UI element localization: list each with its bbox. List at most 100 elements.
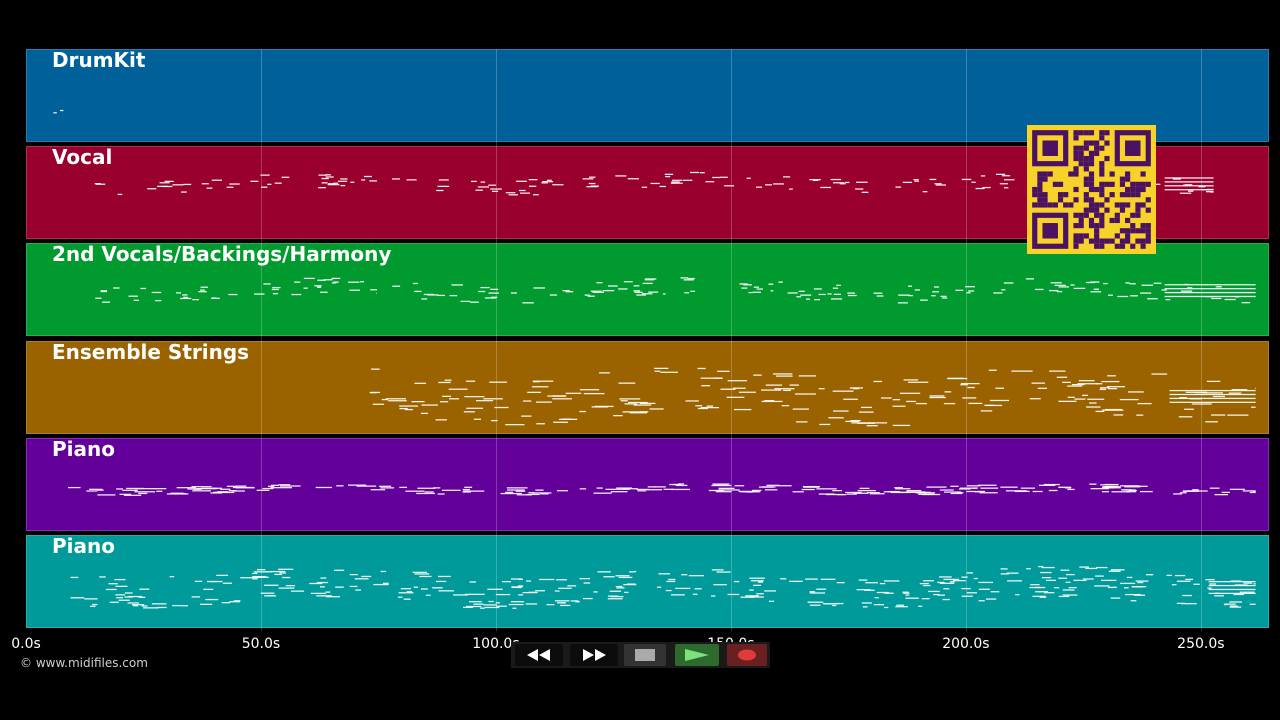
qr-module (1047, 202, 1053, 208)
play-button[interactable] (675, 644, 719, 666)
note-mark (1032, 595, 1046, 597)
note-mark (746, 491, 753, 493)
fast-forward-button[interactable] (570, 644, 618, 666)
stop-button[interactable] (624, 644, 666, 666)
note-mark (1205, 420, 1218, 423)
note-mark (680, 277, 689, 279)
note-mark (252, 578, 258, 580)
note-mark (895, 606, 908, 608)
note-mark (1164, 181, 1214, 183)
track-drumkit[interactable]: DrumKit (26, 49, 1269, 142)
note-mark (435, 580, 447, 583)
note-mark (1107, 586, 1116, 589)
qr-module (1094, 145, 1100, 151)
note-mark (861, 602, 872, 604)
note-mark (874, 597, 879, 599)
note-mark (873, 604, 885, 606)
note-mark (349, 289, 360, 292)
note-mark (1241, 302, 1251, 304)
note-mark (333, 182, 339, 185)
note-mark (118, 599, 130, 601)
note-mark (399, 486, 407, 488)
note-mark (713, 377, 723, 379)
note-mark (380, 570, 387, 573)
note-mark (1233, 593, 1245, 596)
note-mark (990, 591, 1000, 593)
note-mark (560, 604, 571, 607)
note-mark (922, 191, 928, 193)
note-mark (552, 394, 567, 397)
track-2nd-vocals[interactable]: 2nd Vocals/Backings/Harmony (26, 243, 1269, 337)
qr-module (1114, 217, 1120, 224)
note-mark (1037, 387, 1048, 389)
note-mark (1175, 574, 1186, 577)
note-mark (483, 397, 503, 400)
note-mark (340, 185, 346, 187)
note-mark (172, 184, 184, 186)
note-mark (147, 188, 157, 190)
note-mark (200, 286, 208, 289)
track-piano-1[interactable]: Piano (26, 437, 1269, 531)
qr-module (1135, 228, 1141, 234)
note-mark (765, 184, 773, 186)
note-mark (919, 582, 929, 585)
note-mark (876, 295, 884, 298)
note-mark (1179, 396, 1187, 398)
qr-module (1125, 171, 1131, 177)
note-mark (442, 395, 452, 397)
track-piano-2[interactable]: Piano (26, 535, 1269, 628)
note-mark (719, 176, 728, 179)
note-mark (675, 587, 691, 590)
note-mark (323, 279, 333, 281)
qr-module (1088, 202, 1095, 208)
note-mark (397, 596, 403, 598)
note-mark (282, 576, 291, 579)
note-mark (1056, 291, 1063, 293)
note-mark (753, 584, 761, 587)
qr-module (1037, 192, 1043, 198)
note-mark (477, 186, 489, 188)
note-mark (966, 572, 974, 574)
note-mark (512, 607, 517, 609)
note-mark (533, 194, 539, 196)
note-mark (473, 418, 481, 420)
rewind-button[interactable] (515, 644, 563, 666)
qr-module (1099, 145, 1105, 151)
qr-module (1078, 212, 1084, 218)
record-button[interactable] (727, 644, 767, 666)
qr-module (1088, 186, 1095, 193)
note-mark (105, 588, 117, 591)
note-mark (1117, 296, 1129, 298)
note-mark (1054, 285, 1066, 287)
qr-module (1088, 155, 1095, 162)
note-mark (217, 490, 229, 493)
note-mark (360, 281, 365, 283)
track-ensemble-strings[interactable]: Ensemble Strings (26, 340, 1269, 434)
note-mark (928, 590, 940, 593)
note-mark (1000, 486, 1018, 488)
qr-module (1130, 223, 1136, 229)
qr-module (1140, 202, 1146, 208)
note-mark (694, 588, 702, 590)
note-mark (1126, 576, 1133, 579)
note-mark (765, 384, 783, 386)
note-mark (973, 577, 978, 580)
note-mark (866, 424, 878, 426)
qr-module (1125, 140, 1141, 156)
note-mark (451, 284, 463, 286)
note-mark (734, 484, 745, 487)
note-mark (414, 382, 427, 384)
qr-module (1130, 243, 1136, 249)
note-mark (943, 588, 950, 590)
note-mark (253, 576, 267, 578)
note-mark (1015, 594, 1020, 596)
note-mark (466, 605, 482, 608)
note-mark (884, 606, 889, 609)
note-mark (1038, 484, 1056, 486)
note-mark (727, 593, 740, 596)
note-mark (684, 292, 690, 294)
note-mark (830, 179, 842, 181)
note-mark (1169, 389, 1256, 391)
note-mark (961, 587, 971, 590)
note-mark (993, 292, 1003, 295)
